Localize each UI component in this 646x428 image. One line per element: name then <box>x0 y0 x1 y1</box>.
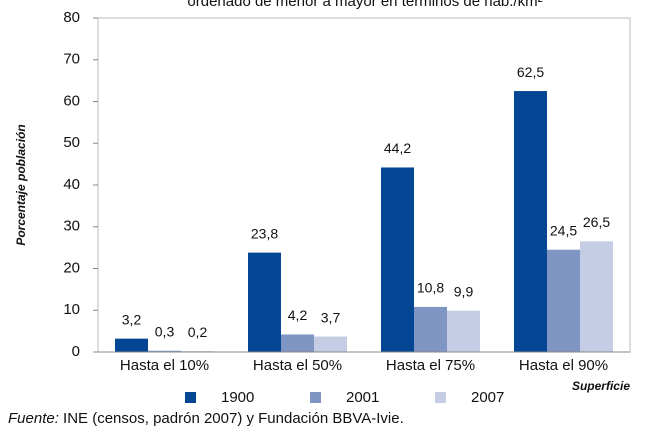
y-tick-label: 30 <box>63 218 80 235</box>
value-label: 10,8 <box>417 280 444 296</box>
legend-label: 2001 <box>346 389 379 406</box>
x-tick-label: Hasta el 75% <box>386 357 475 374</box>
value-label: 0,3 <box>155 323 175 339</box>
value-label: 23,8 <box>251 225 278 241</box>
source: Fuente: INE (censos, padrón 2007) y Fund… <box>8 410 404 427</box>
bar <box>281 334 314 352</box>
x-axis-label: Superficie <box>572 379 630 393</box>
y-tick-label: 80 <box>63 9 80 26</box>
value-label: 62,5 <box>517 64 544 80</box>
bar <box>115 338 148 352</box>
legend-label: 2007 <box>471 389 504 406</box>
bar <box>148 350 181 352</box>
bar <box>580 241 613 352</box>
legend-swatch <box>310 392 321 403</box>
y-tick-label: 0 <box>72 343 80 360</box>
bar <box>514 91 547 352</box>
y-tick-label: 40 <box>63 176 80 193</box>
value-label: 3,7 <box>321 309 341 325</box>
y-tick-label: 10 <box>63 301 80 318</box>
bar <box>248 252 281 352</box>
legend-swatch <box>435 392 446 403</box>
source-text: INE (censos, padrón 2007) y Fundación BB… <box>63 410 404 427</box>
y-tick-label: 50 <box>63 134 80 151</box>
bar <box>547 249 580 352</box>
value-label: 24,5 <box>550 222 577 238</box>
chart-title: ordenado de menor a mayor en términos de… <box>187 0 542 10</box>
bar <box>447 310 480 352</box>
value-label: 44,2 <box>384 140 411 156</box>
x-tick-label: Hasta el 10% <box>120 357 209 374</box>
value-label: 0,2 <box>188 324 208 340</box>
legend-swatch <box>185 392 196 403</box>
value-label: 4,2 <box>288 307 308 323</box>
bar <box>314 336 347 352</box>
y-tick-label: 20 <box>63 259 80 276</box>
legend-label: 1900 <box>221 389 254 406</box>
source-label: Fuente: <box>8 410 59 427</box>
x-tick-label: Hasta el 50% <box>253 357 342 374</box>
value-label: 9,9 <box>454 283 474 299</box>
bar <box>414 306 447 352</box>
x-tick-label: Hasta el 90% <box>519 357 608 374</box>
y-tick-label: 60 <box>63 92 80 109</box>
value-label: 26,5 <box>583 214 610 230</box>
y-tick-label: 70 <box>63 51 80 68</box>
value-label: 3,2 <box>122 311 142 327</box>
bar <box>381 167 414 352</box>
y-axis-label: Porcentaje población <box>14 124 28 245</box>
